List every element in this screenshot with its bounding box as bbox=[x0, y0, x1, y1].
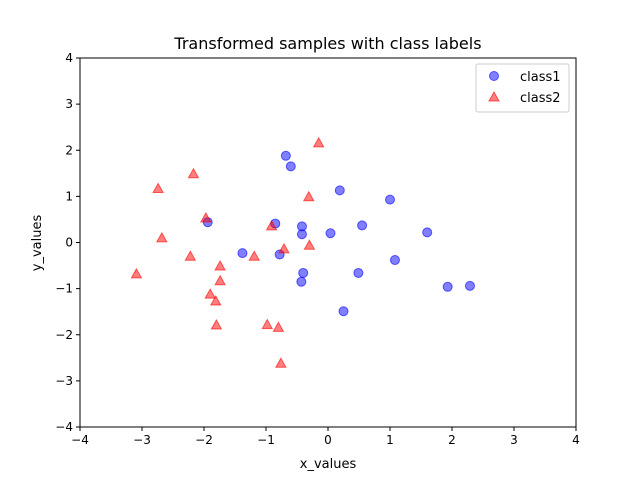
class2-point bbox=[303, 239, 316, 250]
x-tick-label: −2 bbox=[195, 433, 213, 447]
x-tick-label: −4 bbox=[71, 433, 89, 447]
class1-point bbox=[385, 194, 395, 205]
y-tick-label: 2 bbox=[65, 143, 73, 157]
class1-point bbox=[298, 267, 309, 278]
legend: class1 class2 bbox=[475, 63, 570, 113]
class1-point bbox=[338, 306, 349, 317]
class2-point bbox=[261, 318, 274, 330]
class2-point bbox=[209, 295, 222, 306]
class1-point bbox=[296, 276, 307, 287]
legend-box bbox=[475, 63, 570, 113]
class2-point bbox=[302, 190, 315, 202]
class2-point bbox=[265, 219, 278, 231]
class1-point bbox=[325, 228, 336, 239]
legend-label-class2: class2 bbox=[520, 91, 561, 106]
y-tick-label: 1 bbox=[65, 189, 73, 203]
class1-point bbox=[353, 267, 364, 278]
class2-point bbox=[187, 167, 200, 179]
class2-point bbox=[155, 231, 168, 243]
class2-point bbox=[278, 242, 290, 254]
class2-point bbox=[248, 250, 261, 261]
data-points bbox=[130, 136, 475, 368]
x-tick-label: −3 bbox=[133, 433, 151, 447]
class2-point bbox=[200, 211, 212, 223]
y-tick-label: 4 bbox=[65, 51, 73, 65]
y-tick-label: −1 bbox=[55, 282, 73, 296]
class1-point bbox=[334, 185, 345, 196]
class2-point bbox=[214, 274, 226, 286]
y-tick-label: −3 bbox=[55, 374, 73, 388]
class2-point bbox=[184, 250, 197, 261]
legend-label-class1: class1 bbox=[520, 70, 561, 85]
class2-point bbox=[152, 182, 164, 193]
class1-point bbox=[389, 255, 400, 266]
class2-point bbox=[214, 259, 226, 271]
class2-point bbox=[275, 357, 287, 368]
class2-point bbox=[204, 288, 217, 299]
class1-point bbox=[296, 229, 307, 240]
class1-point bbox=[464, 280, 475, 291]
class2-point bbox=[272, 321, 285, 332]
class1-point bbox=[357, 220, 368, 231]
class1-point bbox=[442, 281, 453, 292]
y-tick-label: −4 bbox=[55, 420, 73, 434]
y-tick-label: 0 bbox=[65, 236, 73, 250]
x-tick-label: 3 bbox=[510, 433, 518, 447]
x-axis-ticks: −4 −3 −2 −1 0 1 2 3 4 bbox=[71, 427, 580, 447]
y-tick-label: 3 bbox=[65, 97, 73, 111]
x-tick-label: 1 bbox=[386, 433, 394, 447]
plot-area-frame bbox=[79, 57, 577, 428]
chart-title: Transformed samples with class labels bbox=[173, 34, 481, 53]
x-tick-label: −1 bbox=[257, 433, 275, 447]
class2-point bbox=[312, 136, 325, 148]
x-tick-label: 2 bbox=[448, 433, 456, 447]
class1-point bbox=[280, 150, 291, 161]
x-axis-label: x_values bbox=[300, 457, 357, 472]
y-axis-label: y_values bbox=[30, 215, 45, 272]
class2-point bbox=[130, 267, 143, 279]
legend-marker-class1 bbox=[489, 71, 499, 81]
class2-point bbox=[210, 318, 223, 330]
y-tick-label: −2 bbox=[55, 328, 73, 342]
class1-point bbox=[285, 161, 296, 172]
y-axis-ticks: −4 −3 −2 −1 0 1 2 3 4 bbox=[55, 51, 80, 434]
x-tick-label: 0 bbox=[324, 433, 332, 447]
class1-point bbox=[237, 248, 248, 259]
class1-point bbox=[422, 227, 433, 238]
x-tick-label: 4 bbox=[572, 433, 580, 447]
legend-marker-class2 bbox=[488, 90, 500, 102]
